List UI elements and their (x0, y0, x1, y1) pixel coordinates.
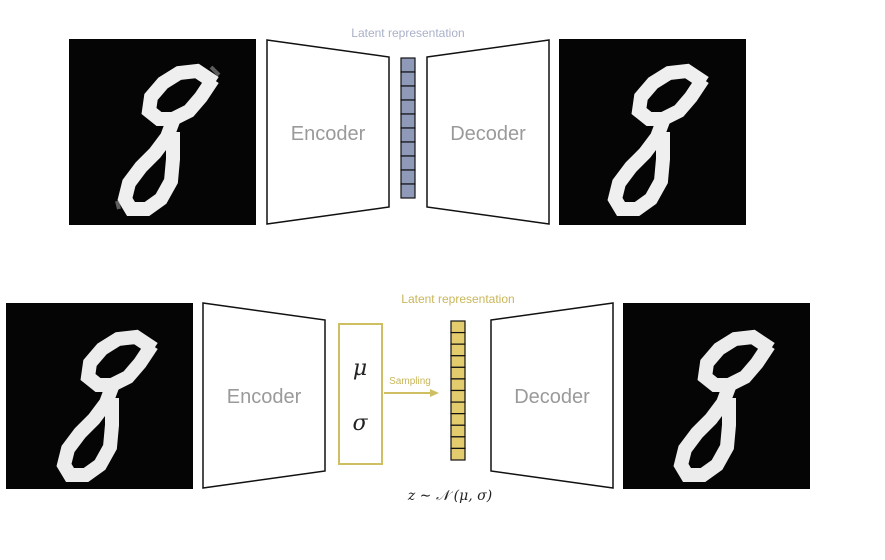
autoencoder-row: Encoder Latent representation Decoder (69, 26, 746, 225)
vae-latent-cell (450, 331, 466, 345)
vae-decoder-block (490, 302, 614, 489)
vae-encoder-block (202, 302, 326, 489)
handwritten-digit-8-icon (673, 329, 775, 482)
sigma-symbol: σ (352, 411, 368, 436)
mu-sigma-box (338, 323, 383, 465)
vae-latent-cell (450, 343, 466, 357)
latent-cell (400, 141, 416, 157)
vae-latent-cell (450, 413, 466, 426)
vae-latent-cell (450, 447, 466, 461)
vae-input-digit-image (6, 303, 193, 489)
sampling-arrow-head (430, 389, 439, 397)
decoder-block (426, 39, 550, 225)
latent-cell (400, 99, 416, 115)
latent-cell (400, 127, 416, 143)
vae-latent-cell (450, 424, 466, 438)
vae-latent-cell (450, 378, 466, 392)
vae-latent-cell (450, 401, 466, 415)
latent-cell (400, 113, 416, 129)
latent-cell (400, 169, 416, 185)
vae-encoder-label: Encoder (227, 386, 302, 408)
vae-latent-cell (450, 366, 466, 380)
handwritten-digit-8-icon (115, 63, 221, 216)
latent-cell (400, 183, 416, 199)
sampling-label: Sampling (389, 376, 431, 387)
vae-latent-cell (450, 389, 466, 403)
latent-cell (400, 71, 416, 87)
latent-cell (400, 155, 416, 171)
mu-symbol: μ (353, 356, 367, 381)
latent-cell (400, 85, 416, 101)
vae-latent-cell (450, 355, 466, 368)
input-digit-image (69, 39, 256, 225)
output-digit-image (559, 39, 746, 225)
vae-output-digit-image (623, 303, 810, 489)
decoder-label: Decoder (450, 123, 526, 145)
vae-latent-representation-label: Latent representation (401, 292, 514, 306)
latent-representation-label: Latent representation (351, 26, 464, 40)
vae-row: Encoder μ σ Sampling Latent representati… (6, 292, 810, 504)
handwritten-digit-8-icon (56, 329, 158, 482)
vae-latent-vector (450, 320, 466, 461)
encoder-block (266, 39, 390, 225)
handwritten-digit-8-icon (607, 63, 709, 216)
encoder-label: Encoder (291, 123, 366, 145)
sampling-formula: z ∼ 𝒩 (μ, σ) (407, 488, 492, 504)
vae-latent-cell (450, 320, 466, 334)
latent-cell (400, 57, 416, 73)
latent-vector (400, 57, 416, 199)
vae-decoder-label: Decoder (514, 386, 590, 408)
vae-latent-cell (450, 436, 466, 450)
